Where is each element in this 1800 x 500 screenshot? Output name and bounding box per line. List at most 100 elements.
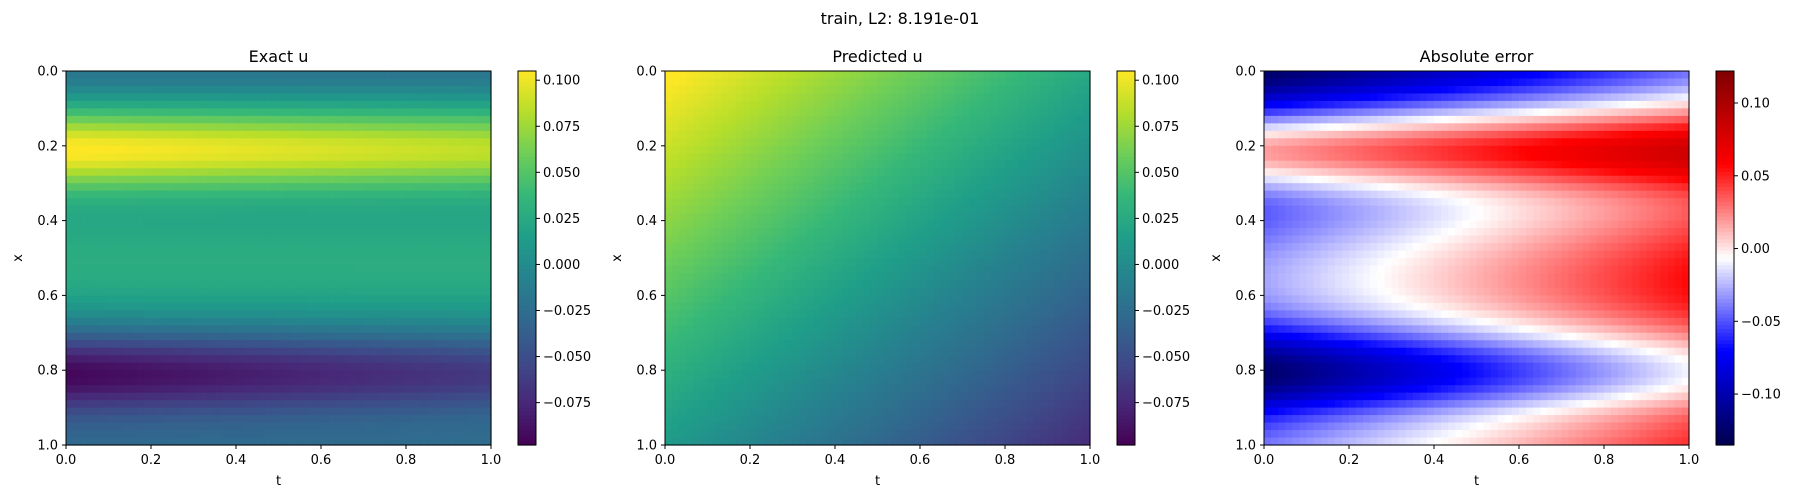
heatmap-cell [742, 145, 751, 154]
heatmap-cell [328, 370, 336, 379]
heatmap-cell [356, 220, 365, 229]
heatmap-cell [264, 355, 273, 364]
heatmap-cell [1026, 175, 1034, 184]
heatmap-cell [328, 160, 336, 169]
heatmap-cell [813, 213, 822, 222]
heatmap-cell [257, 340, 265, 349]
heatmap-cell [1054, 85, 1063, 95]
heatmap-cell [835, 138, 843, 147]
heatmap-cell [856, 123, 864, 132]
heatmap-cell [700, 287, 709, 296]
heatmap-cell [228, 130, 237, 139]
heatmap-cell [363, 437, 372, 446]
heatmap-cell [891, 115, 900, 124]
heatmap-cell [898, 243, 907, 252]
heatmap-cell [151, 183, 159, 192]
heatmap-cell [990, 272, 999, 282]
heatmap-cell [707, 190, 716, 199]
heatmap-cell [285, 258, 294, 267]
heatmap-cell [905, 85, 914, 95]
heatmap-cell [962, 145, 971, 154]
heatmap-cell [728, 258, 737, 267]
heatmap-cell [172, 272, 180, 282]
heatmap-cell [842, 220, 850, 229]
heatmap-cell [80, 437, 88, 446]
heatmap-cell [214, 243, 223, 252]
heatmap-cell [1075, 130, 1084, 139]
heatmap-cell [391, 317, 400, 326]
heatmap-cell [778, 145, 787, 154]
heatmap-cell [462, 71, 471, 80]
heatmap-cell [101, 295, 110, 304]
heatmap-cell [427, 437, 435, 446]
heatmap-cell [927, 71, 935, 80]
heatmap-cell [101, 123, 110, 132]
heatmap-cell [806, 198, 815, 207]
heatmap-cell [905, 123, 914, 132]
heatmap-cell [672, 85, 680, 95]
heatmap-cell [1033, 160, 1042, 169]
heatmap-cell [813, 280, 822, 289]
heatmap-cell [285, 355, 294, 364]
heatmap-cell [257, 205, 265, 214]
heatmap-cell [73, 78, 81, 87]
heatmap-cell [884, 93, 893, 102]
heatmap-cell [151, 100, 159, 109]
heatmap-cell [707, 160, 716, 169]
heatmap-cell [434, 205, 443, 214]
heatmap-cell [158, 325, 166, 334]
heatmap-cell [764, 145, 772, 154]
heatmap-cell [891, 243, 900, 252]
heatmap-cell [94, 78, 103, 87]
heatmap-cell [1082, 198, 1091, 207]
heatmap-cell [80, 325, 88, 334]
heatmap-cell [665, 130, 673, 139]
heatmap-cell [476, 377, 485, 386]
heatmap-cell [912, 272, 921, 282]
heatmap-cell [1075, 280, 1084, 289]
heatmap-cell [934, 145, 942, 154]
heatmap-cell [179, 325, 188, 334]
heatmap-cell [342, 355, 350, 364]
heatmap-cell [370, 355, 379, 364]
heatmap-cell [306, 422, 315, 431]
heatmap-cell [221, 317, 230, 326]
heatmap-cell [406, 93, 414, 102]
heatmap-cell [321, 228, 329, 237]
colorbar-band [518, 186, 536, 192]
heatmap-cell [898, 280, 907, 289]
heatmap-cell [228, 377, 237, 386]
heatmap-cell [469, 302, 478, 311]
heatmap-cell [236, 190, 244, 199]
heatmap-cell [228, 295, 237, 304]
heatmap-cell [172, 295, 180, 304]
heatmap-cell [469, 347, 478, 356]
heatmap-cell [236, 422, 244, 431]
heatmap-cell [799, 287, 808, 296]
heatmap-cell [66, 258, 74, 267]
heatmap-cell [87, 213, 95, 222]
heatmap-cell [143, 377, 152, 386]
heatmap-cell [257, 78, 265, 87]
heatmap-cell [434, 220, 443, 229]
heatmap-cell [313, 198, 322, 207]
heatmap-cell [483, 93, 492, 102]
heatmap-cell [122, 400, 131, 409]
heatmap-cell [820, 123, 829, 132]
heatmap-cell [448, 205, 457, 214]
heatmap-cell [87, 265, 95, 274]
heatmap-cell [462, 310, 471, 319]
heatmap-cell [441, 302, 450, 311]
heatmap-cell [236, 85, 244, 95]
heatmap-cell [898, 145, 907, 154]
heatmap-cell [377, 205, 386, 214]
heatmap-cell [785, 272, 794, 282]
heatmap-cell [983, 108, 992, 117]
heatmap-cell [299, 130, 308, 139]
heatmap-cell [420, 108, 428, 117]
heatmap-cell [143, 78, 152, 87]
heatmap-cell [313, 168, 322, 177]
heatmap-cell [236, 100, 244, 109]
heatmap-cell [1026, 183, 1034, 192]
heatmap-cell [427, 168, 435, 177]
